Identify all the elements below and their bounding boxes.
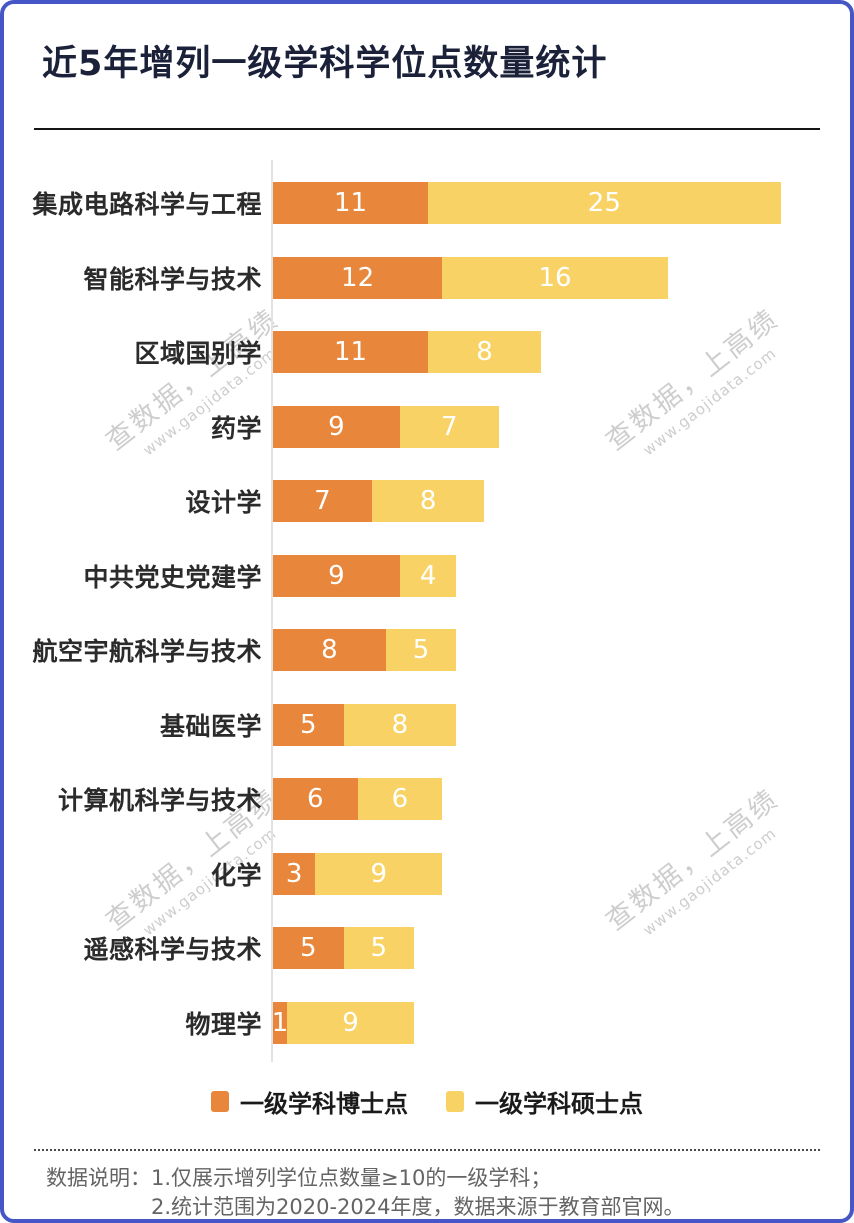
category-label: 遥感科学与技术	[83, 935, 262, 965]
category-label: 计算机科学与技术	[57, 786, 262, 816]
bar-row: 中共党史党建学 9 4	[4, 539, 850, 614]
master-segment: 7	[399, 405, 499, 448]
stacked-bar: 1 9	[272, 1001, 414, 1044]
bar-row: 药学 9 7	[4, 390, 850, 465]
bar-row: 航空宇航科学与技术 8 5	[4, 613, 850, 688]
notes-prefix: 数据说明：	[46, 1166, 151, 1190]
bar-row: 集成电路科学与工程 11 25	[4, 166, 850, 241]
category-label: 物理学	[185, 1009, 262, 1039]
legend-label-master: 一级学科硕士点	[475, 1090, 643, 1118]
bar-chart: 集成电路科学与工程 11 25 智能科学与技术 12 16 区域国别学 11 8…	[4, 160, 850, 1062]
page-title: 近5年增列一级学科学位点数量统计	[42, 44, 608, 84]
bar-row: 计算机科学与技术 6 6	[4, 762, 850, 837]
master-segment: 16	[442, 256, 668, 299]
doctor-segment: 1	[272, 1001, 288, 1044]
master-segment: 8	[428, 331, 541, 374]
footer-divider	[34, 1149, 820, 1151]
category-label: 设计学	[185, 488, 262, 518]
stacked-bar: 9 7	[273, 405, 499, 448]
doctor-segment: 8	[273, 629, 386, 672]
doctor-segment: 11	[273, 182, 429, 225]
bar-row: 物理学 1 9	[4, 986, 850, 1061]
category-label: 药学	[210, 413, 262, 443]
stacked-bar: 7 8	[273, 480, 485, 523]
master-segment: 6	[357, 778, 443, 821]
stacked-bar: 6 6	[273, 778, 443, 821]
category-label: 化学	[210, 860, 262, 890]
bar-row: 遥感科学与技术 5 5	[4, 911, 850, 986]
stacked-bar: 5 8	[273, 703, 457, 746]
category-label: 航空宇航科学与技术	[32, 637, 262, 667]
master-segment: 8	[371, 480, 485, 523]
doctor-segment: 7	[273, 480, 372, 523]
master-segment: 8	[343, 703, 457, 746]
bar-row: 智能科学与技术 12 16	[4, 241, 850, 316]
stacked-bar: 8 5	[273, 629, 457, 672]
master-segment: 4	[399, 554, 457, 597]
doctor-segment: 9	[273, 554, 400, 597]
doctor-segment: 12	[273, 256, 443, 299]
category-label: 中共党史党建学	[83, 562, 262, 592]
stacked-bar: 11 8	[273, 331, 541, 374]
title-divider	[34, 128, 820, 130]
doctor-segment: 6	[273, 778, 358, 821]
note-line-2: 2.统计范围为2020-2024年度，数据来源于教育部官网。	[151, 1195, 685, 1219]
doctor-segment: 5	[273, 927, 344, 970]
stacked-bar: 5 5	[273, 927, 414, 970]
bar-row: 基础医学 5 8	[4, 688, 850, 763]
stacked-bar: 11 25	[273, 182, 781, 225]
stacked-bar: 3 9	[273, 852, 443, 895]
chart-legend: 一级学科博士点 一级学科硕士点	[4, 1084, 850, 1119]
doctor-segment: 9	[273, 405, 400, 448]
master-segment: 9	[287, 1001, 414, 1044]
legend-label-doctor: 一级学科博士点	[240, 1090, 408, 1118]
master-segment: 5	[343, 927, 414, 970]
master-segment: 9	[315, 852, 443, 895]
master-segment: 5	[385, 629, 457, 672]
category-label: 智能科学与技术	[83, 264, 262, 294]
doctor-swatch	[211, 1091, 229, 1112]
note-line-1: 1.仅展示增列学位点数量≥10的一级学科；	[151, 1166, 552, 1190]
master-segment: 25	[428, 182, 781, 225]
y-axis-line	[271, 160, 273, 1062]
category-label: 区域国别学	[134, 339, 262, 369]
bar-row: 化学 3 9	[4, 837, 850, 912]
legend-item-doctor: 一级学科博士点	[211, 1084, 408, 1119]
stacked-bar: 9 4	[273, 554, 457, 597]
category-label: 集成电路科学与工程	[32, 190, 262, 220]
bar-row: 设计学 7 8	[4, 464, 850, 539]
footer-notes: 数据说明： 1.仅展示增列学位点数量≥10的一级学科； 2.统计范围为2020-…	[46, 1164, 810, 1219]
master-swatch	[446, 1091, 464, 1112]
stacked-bar: 12 16	[273, 256, 668, 299]
legend-item-master: 一级学科硕士点	[446, 1084, 643, 1119]
category-label: 基础医学	[159, 711, 262, 741]
bar-row: 区域国别学 11 8	[4, 315, 850, 390]
doctor-segment: 3	[273, 852, 316, 895]
doctor-segment: 11	[273, 331, 429, 374]
doctor-segment: 5	[273, 703, 344, 746]
